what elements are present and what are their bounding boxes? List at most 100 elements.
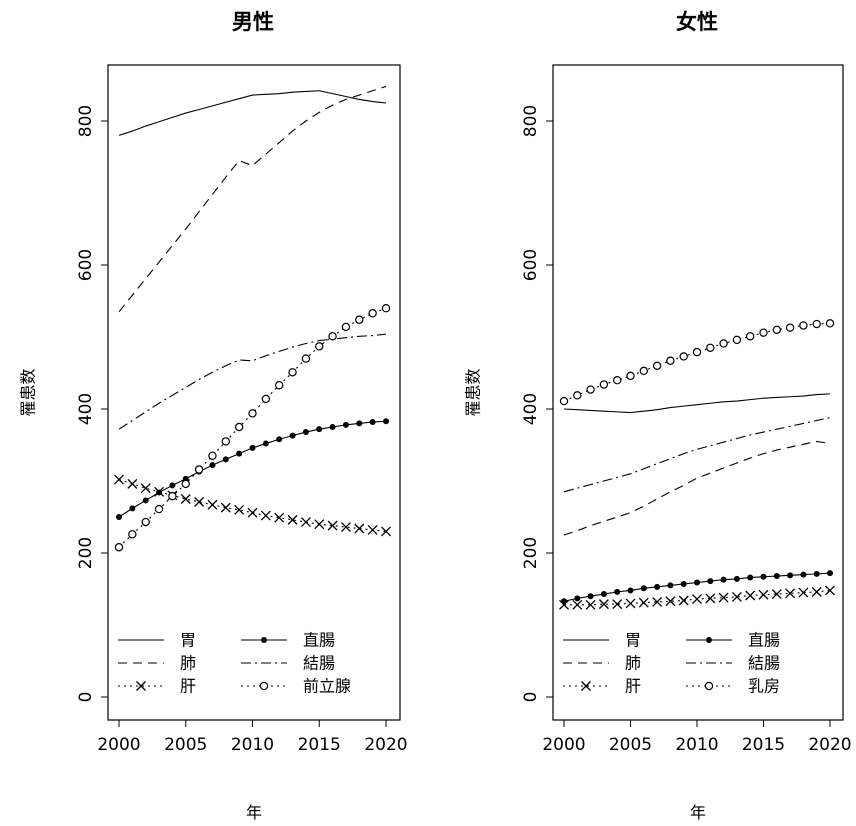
y-tick-label: 600 [76, 249, 96, 281]
data-point [586, 385, 595, 394]
data-point [234, 504, 245, 515]
plot-frame [552, 64, 844, 721]
series-line [118, 420, 387, 518]
legend-label: 肝 [625, 677, 641, 696]
legend-item: 肺 [563, 654, 641, 673]
data-point [614, 588, 621, 595]
legend-item: 結腸 [686, 654, 780, 673]
data-point [262, 440, 269, 447]
legend-label: 直腸 [748, 631, 780, 650]
data-point [680, 580, 687, 587]
data-point [381, 526, 391, 537]
data-point [128, 530, 137, 539]
series-line [118, 307, 387, 548]
legend-item: 胃 [118, 631, 196, 650]
data-point [276, 436, 283, 443]
data-point [559, 599, 569, 610]
data-point [340, 522, 351, 533]
data-point [771, 589, 782, 599]
x-tick-label: 2005 [164, 735, 207, 755]
data-point [367, 525, 378, 535]
y-tick-label: 0 [76, 692, 96, 703]
data-point [369, 418, 376, 425]
series-結腸 [563, 417, 831, 493]
data-point [719, 339, 728, 348]
data-point [811, 586, 822, 597]
legend-item: 肺 [118, 654, 196, 673]
legend-item: 直腸 [241, 631, 335, 650]
data-point [561, 598, 567, 605]
data-point [652, 597, 663, 607]
data-point [759, 328, 768, 337]
chart-panel-1: 男性 2000 2005 2010 2015 2020 0 200 400 600 800 年 罹患数胃… [19, 10, 408, 822]
y-axis-label: 罹患数 [19, 368, 38, 416]
x-axis-label: 年 [246, 803, 262, 822]
data-point [800, 571, 807, 578]
series-前立腺 [114, 304, 391, 552]
legend-label: 胃 [180, 631, 196, 650]
data-point [707, 578, 714, 585]
data-point [692, 347, 702, 357]
legend-item: 胃 [563, 631, 641, 650]
data-point [129, 505, 136, 512]
y-tick-label: 200 [521, 537, 541, 569]
x-tick-label: 2000 [97, 735, 140, 755]
data-point [275, 381, 284, 390]
legend-marker [581, 681, 591, 691]
data-point [301, 354, 311, 363]
data-point [314, 519, 325, 530]
x-tick-label: 2020 [808, 735, 851, 755]
data-point [383, 418, 389, 425]
data-point [234, 422, 244, 432]
plot-frame [107, 64, 401, 721]
data-point [785, 588, 796, 599]
legend-marker [259, 681, 269, 691]
data-point [247, 507, 258, 518]
data-point [626, 371, 635, 381]
data-point [825, 319, 835, 328]
data-point [327, 520, 338, 531]
data-point [169, 482, 176, 489]
data-point [598, 599, 609, 610]
data-point [600, 591, 607, 598]
data-point [300, 517, 311, 527]
series-肝 [114, 474, 391, 537]
series-胃 [118, 90, 387, 136]
data-point [665, 596, 676, 607]
data-point [799, 321, 808, 330]
legend-label: 結腸 [748, 654, 780, 673]
data-point [236, 450, 243, 457]
y-tick-label: 600 [521, 249, 541, 281]
data-point [612, 599, 623, 610]
data-point [679, 352, 688, 361]
legend-marker [136, 681, 146, 691]
series-line [118, 333, 387, 430]
data-point [652, 361, 662, 370]
series-line [563, 393, 831, 414]
data-point [287, 514, 298, 525]
series-line [563, 417, 831, 493]
y-tick-label: 0 [521, 692, 541, 703]
series-肺 [563, 440, 831, 536]
data-point [573, 391, 582, 400]
x-tick-label: 2015 [298, 735, 341, 755]
legend-item: 直腸 [686, 631, 780, 650]
data-point [315, 342, 324, 351]
y-tick-label: 800 [521, 105, 541, 137]
data-point [705, 593, 716, 604]
data-point [585, 599, 596, 610]
data-point [599, 380, 609, 389]
data-point [368, 309, 377, 318]
y-axis-label: 罹患数 [464, 368, 483, 416]
data-point [342, 421, 349, 428]
data-point [154, 504, 164, 514]
data-point [745, 590, 756, 601]
legend-marker [261, 637, 267, 643]
series-直腸 [561, 570, 833, 605]
data-point [638, 597, 649, 608]
data-point [694, 579, 700, 586]
data-point [772, 325, 782, 334]
series-肝 [559, 585, 835, 610]
legend-item: 結腸 [241, 654, 335, 673]
legend-item: 肝 [118, 677, 196, 696]
